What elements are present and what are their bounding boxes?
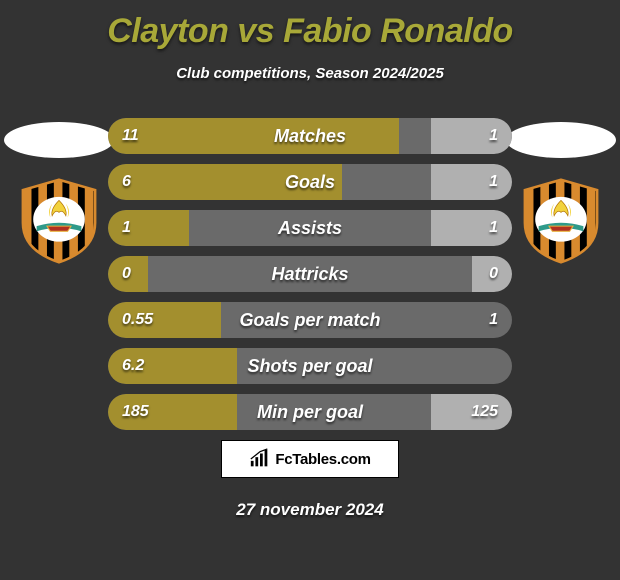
stat-row: 111Matches <box>108 118 512 154</box>
brand-text: FcTables.com <box>275 451 370 468</box>
player-right-ellipse <box>506 122 616 158</box>
stat-label: Shots per goal <box>108 348 512 384</box>
stat-row: 6.2Shots per goal <box>108 348 512 384</box>
stat-row: 11Assists <box>108 210 512 246</box>
page-title: Clayton vs Fabio Ronaldo <box>0 0 620 51</box>
club-crest-left <box>16 178 102 264</box>
club-crest-right <box>518 178 604 264</box>
stat-label: Assists <box>108 210 512 246</box>
stat-label: Hattricks <box>108 256 512 292</box>
stat-row: 0.551Goals per match <box>108 302 512 338</box>
stat-row: 61Goals <box>108 164 512 200</box>
stat-row: 185125Min per goal <box>108 394 512 430</box>
stat-label: Goals per match <box>108 302 512 338</box>
brand-badge: FcTables.com <box>221 440 399 478</box>
stat-row: 00Hattricks <box>108 256 512 292</box>
shield-icon <box>16 178 102 264</box>
stat-label: Matches <box>108 118 512 154</box>
stat-label: Min per goal <box>108 394 512 430</box>
date-caption: 27 november 2024 <box>0 500 620 520</box>
player-left-ellipse <box>4 122 114 158</box>
comparison-chart: 111Matches 61Goals 11Assists 00Hattricks 0.5… <box>108 118 512 440</box>
bar-chart-icon <box>249 448 271 470</box>
stat-label: Goals <box>108 164 512 200</box>
shield-icon <box>518 178 604 264</box>
subtitle: Club competitions, Season 2024/2025 <box>0 65 620 82</box>
